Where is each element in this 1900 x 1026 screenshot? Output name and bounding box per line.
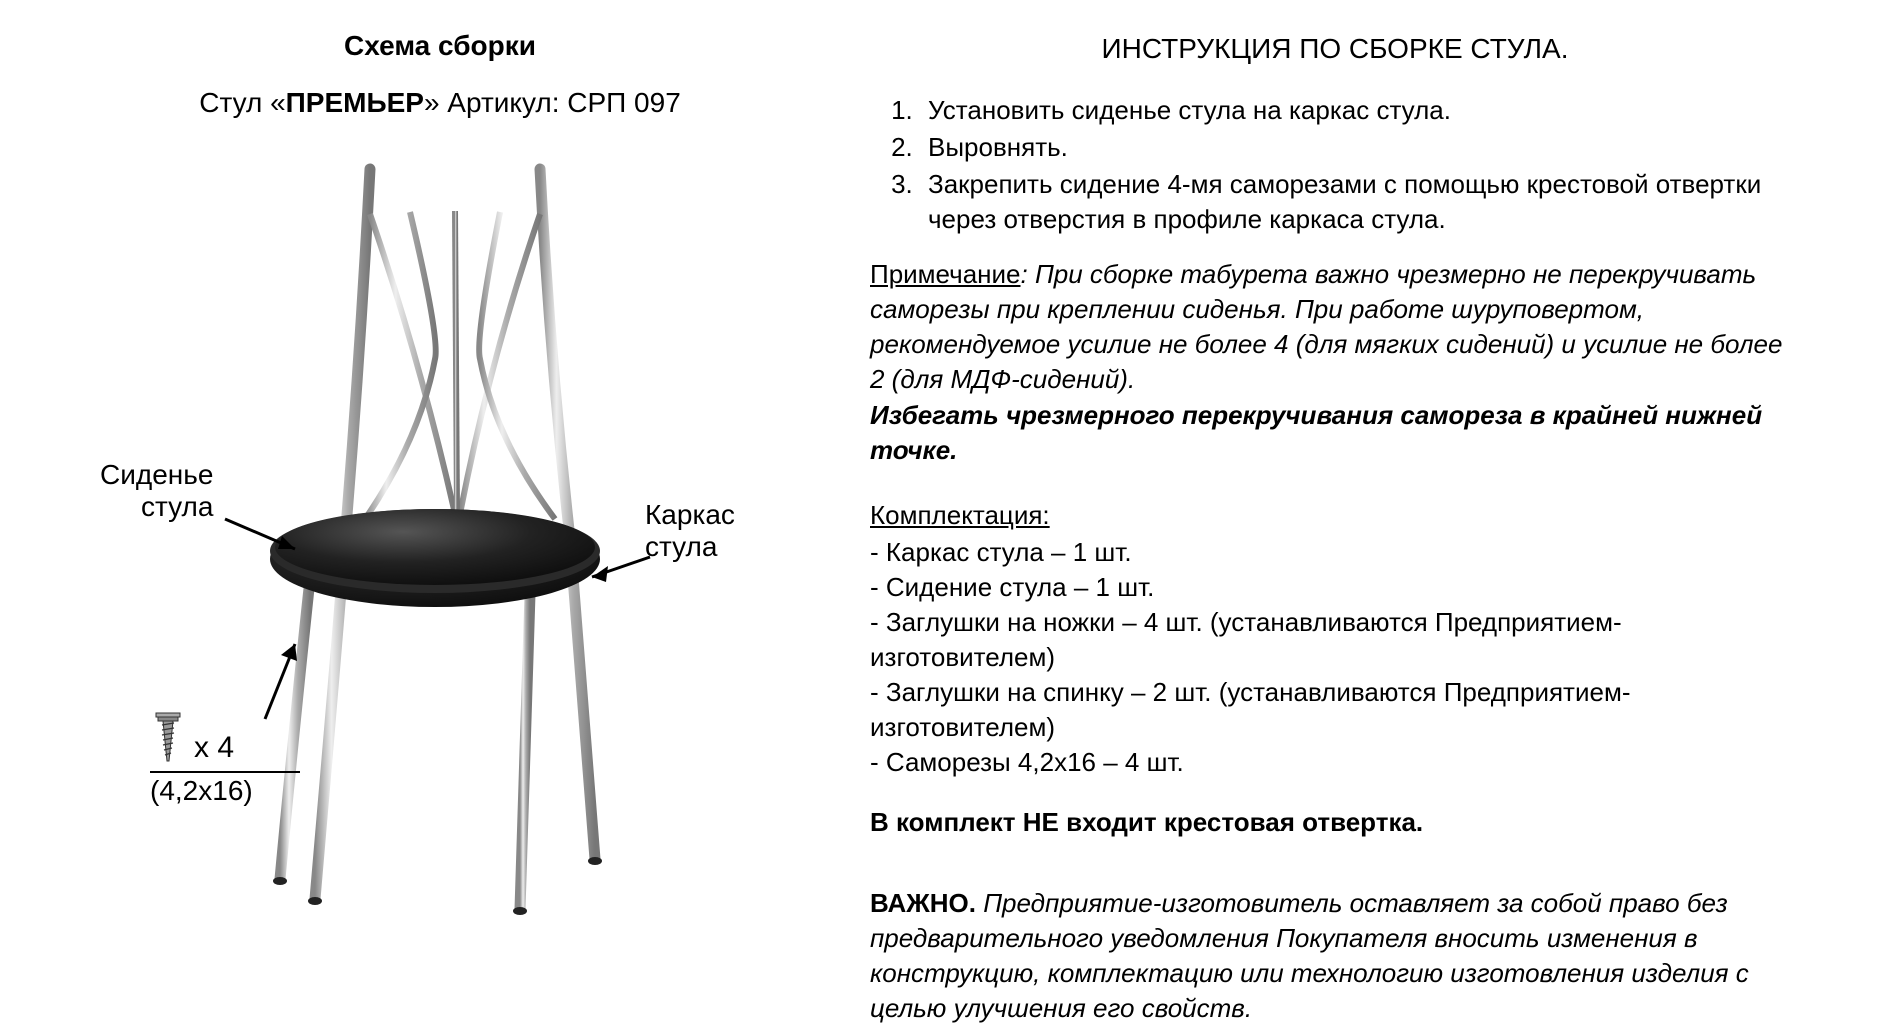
chair-diagram: Сиденье стула Каркас стула — [90, 159, 790, 919]
screw-multiplier: x 4 — [194, 731, 234, 765]
note-block: Примечание: При сборке табурета важно чр… — [870, 257, 1800, 468]
screw-size: (4,2x16) — [150, 775, 300, 807]
kit-item: - Каркас стула – 1 шт. — [870, 535, 1800, 570]
right-column: ИНСТРУКЦИЯ ПО СБОРКЕ СТУЛА. Установить с… — [840, 20, 1860, 980]
step-item: Выровнять. — [920, 130, 1800, 165]
step-item: Установить сиденье стула на каркас стула… — [920, 93, 1800, 128]
left-column: Схема сборки Стул «ПРЕМЬЕР» Артикул: СРП… — [40, 20, 840, 980]
not-included: В комплект НЕ входит крестовая отвертка. — [870, 805, 1800, 840]
step-item: Закрепить сидение 4-мя саморезами с помо… — [920, 167, 1800, 237]
product-suffix: » Артикул: СРП 097 — [424, 87, 681, 118]
kit-label: Комплектация: — [870, 498, 1800, 533]
important-label: ВАЖНО. — [870, 888, 976, 918]
seat-label: Сиденье стула — [100, 459, 213, 523]
frame-arrow-icon — [580, 549, 660, 589]
frame-label-l1: Каркас — [645, 499, 735, 530]
product-prefix: Стул « — [199, 87, 285, 118]
steps-list: Установить сиденье стула на каркас стула… — [920, 93, 1800, 237]
kit-item: - Заглушки на ножки – 4 шт. (устанавлива… — [870, 605, 1800, 675]
important-block: ВАЖНО. Предприятие-изготовитель оставляе… — [870, 886, 1800, 1026]
important-text: Предприятие-изготовитель оставляет за со… — [870, 888, 1749, 1023]
product-line: Стул «ПРЕМЬЕР» Артикул: СРП 097 — [40, 87, 840, 119]
seat-arrow-icon — [220, 509, 310, 569]
kit-item: - Сидение стула – 1 шт. — [870, 570, 1800, 605]
schema-title: Схема сборки — [40, 30, 840, 62]
screw-block: x 4 (4,2x16) — [150, 709, 300, 807]
screw-underline — [150, 771, 300, 773]
seat-label-l1: Сиденье — [100, 459, 213, 490]
note-bold: Избегать чрезмерного перекручивания само… — [870, 400, 1762, 465]
seat-label-l2: стула — [141, 491, 213, 522]
kit-item: - Заглушки на спинку – 2 шт. (устанавлив… — [870, 675, 1800, 745]
screw-icon — [150, 709, 186, 767]
product-name: ПРЕМЬЕР — [286, 87, 424, 118]
instructions-title: ИНСТРУКЦИЯ ПО СБОРКЕ СТУЛА. — [870, 30, 1800, 68]
kit-block: Комплектация: - Каркас стула – 1 шт. - С… — [870, 498, 1800, 781]
note-label: Примечание — [870, 259, 1021, 289]
kit-item: - Саморезы 4,2х16 – 4 шт. — [870, 745, 1800, 780]
